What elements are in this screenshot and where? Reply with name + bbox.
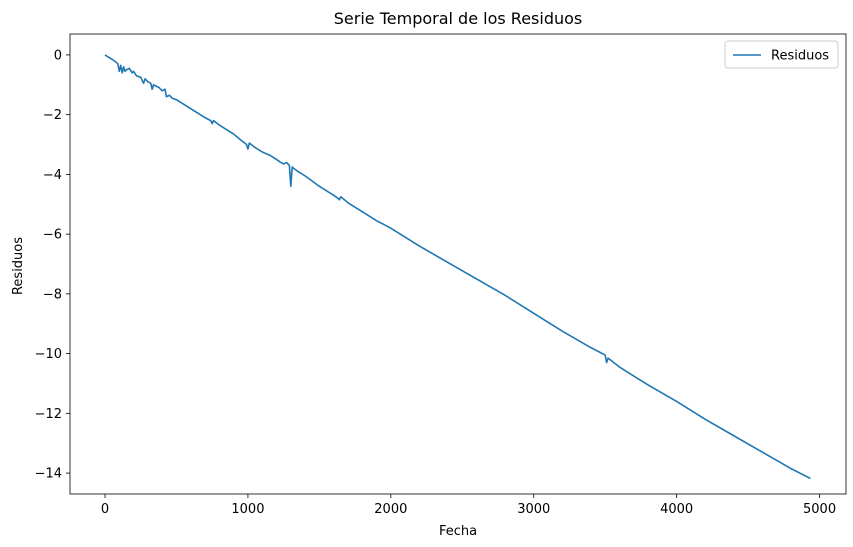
y-tick-label: −4: [43, 168, 62, 183]
x-tick-label: 5000: [803, 502, 836, 517]
x-tick-label: 4000: [660, 502, 693, 517]
x-axis-label: Fecha: [439, 524, 477, 539]
axis-ticks: 0 1000 2000 3000 4000 5000 0 −2 −4 −6 −8 −10 −12 −14: [35, 48, 837, 517]
y-tick-label: −14: [35, 467, 62, 482]
y-axis-label: Residuos: [11, 237, 26, 295]
y-tick-label: −12: [35, 407, 62, 422]
chart-title: Serie Temporal de los Residuos: [334, 9, 582, 28]
legend: Residuos: [724, 40, 839, 69]
series-line-0: [104, 54, 811, 480]
legend-label: Residuos: [771, 49, 829, 64]
y-tick-label: −8: [43, 287, 62, 302]
legend-box: [724, 40, 839, 69]
plot-frame: [69, 33, 847, 495]
x-tick-label: 1000: [231, 502, 264, 517]
y-tick-label: −10: [35, 347, 62, 362]
x-tick-label: 3000: [517, 502, 550, 517]
x-tick-label: 2000: [374, 502, 407, 517]
x-tick-label: 0: [101, 502, 109, 517]
y-tick-label: 0: [54, 48, 62, 63]
y-tick-label: −2: [43, 108, 62, 123]
plot-area: [69, 33, 847, 495]
y-tick-label: −6: [43, 228, 62, 243]
